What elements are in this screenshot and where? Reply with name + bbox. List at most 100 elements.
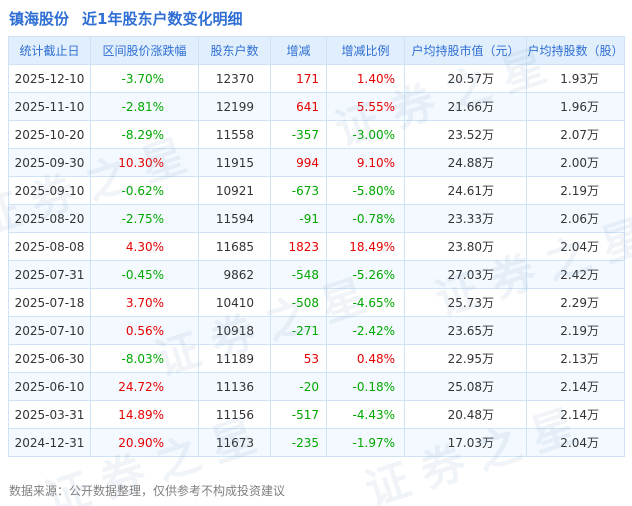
cell-date: 2025-11-10 <box>8 92 91 121</box>
cell-delta_pct: 0.48% <box>326 344 405 373</box>
column-header-avg_market_value: 户均持股市值（元） <box>404 36 527 65</box>
table-row: 2025-07-18 3.70% 10410 -508 -4.65% 25.73万 2.29… <box>8 288 625 317</box>
cell-avg_market_value: 23.80万 <box>404 232 527 261</box>
cell-delta: -91 <box>270 204 327 233</box>
cell-holders: 11558 <box>198 120 271 149</box>
cell-date: 2024-12-31 <box>8 428 91 457</box>
cell-avg_shares: 2.14万 <box>526 372 625 401</box>
cell-avg_market_value: 24.61万 <box>404 176 527 205</box>
cell-date: 2025-06-10 <box>8 372 91 401</box>
cell-avg_market_value: 20.48万 <box>404 400 527 429</box>
table-row: 2025-07-10 0.56% 10918 -271 -2.42% 23.65万 2.19… <box>8 316 625 345</box>
cell-delta: -271 <box>270 316 327 345</box>
cell-range_change: -0.45% <box>90 260 199 289</box>
cell-delta_pct: -5.26% <box>326 260 405 289</box>
cell-avg_shares: 2.42万 <box>526 260 625 289</box>
table-row: 2025-10-20 -8.29% 11558 -357 -3.00% 23.52万 2.0… <box>8 120 625 149</box>
cell-holders: 11685 <box>198 232 271 261</box>
cell-holders: 10921 <box>198 176 271 205</box>
table-header-row: 统计截止日 区间股价涨跌幅 股东户数 增减 增减比例 户均持股市值（元） 户均持股数（股） <box>8 36 625 65</box>
cell-avg_market_value: 20.57万 <box>404 64 527 93</box>
cell-holders: 12199 <box>198 92 271 121</box>
table-row: 2025-09-10 -0.62% 10921 -673 -5.80% 24.61万 2.1… <box>8 176 625 205</box>
cell-holders: 10410 <box>198 288 271 317</box>
cell-holders: 11189 <box>198 344 271 373</box>
cell-avg_shares: 2.29万 <box>526 288 625 317</box>
table-row: 2025-09-30 10.30% 11915 994 9.10% 24.88万 2.00万 <box>8 148 625 177</box>
table-row: 2025-11-10 -2.81% 12199 641 5.55% 21.66万 1.96万 <box>8 92 625 121</box>
cell-holders: 11136 <box>198 372 271 401</box>
cell-delta: 171 <box>270 64 327 93</box>
cell-delta: -508 <box>270 288 327 317</box>
cell-holders: 11915 <box>198 148 271 177</box>
data-source-note: 数据来源：公开数据整理，仅供参考不构成投资建议 <box>9 484 286 498</box>
cell-holders: 10918 <box>198 316 271 345</box>
cell-date: 2025-12-10 <box>8 64 91 93</box>
cell-delta_pct: 5.55% <box>326 92 405 121</box>
cell-avg_shares: 2.13万 <box>526 344 625 373</box>
table-row: 2025-07-31 -0.45% 9862 -548 -5.26% 27.03万 2.42… <box>8 260 625 289</box>
cell-avg_shares: 2.07万 <box>526 120 625 149</box>
cell-avg_shares: 2.06万 <box>526 204 625 233</box>
cell-avg_market_value: 23.52万 <box>404 120 527 149</box>
cell-date: 2025-06-30 <box>8 344 91 373</box>
cell-avg_market_value: 24.88万 <box>404 148 527 177</box>
cell-delta: -517 <box>270 400 327 429</box>
cell-range_change: -2.81% <box>90 92 199 121</box>
cell-delta_pct: -5.80% <box>326 176 405 205</box>
cell-date: 2025-10-20 <box>8 120 91 149</box>
cell-date: 2025-03-31 <box>8 400 91 429</box>
cell-avg_market_value: 21.66万 <box>404 92 527 121</box>
cell-range_change: 4.30% <box>90 232 199 261</box>
table-row: 2024-12-31 20.90% 11673 -235 -1.97% 17.03万 2.0… <box>8 428 625 457</box>
stock-name: 镇海股份 <box>9 10 70 28</box>
table-row: 2025-08-08 4.30% 11685 1823 18.49% 23.80万 2.04… <box>8 232 625 261</box>
cell-range_change: 3.70% <box>90 288 199 317</box>
cell-avg_market_value: 27.03万 <box>404 260 527 289</box>
cell-avg_market_value: 22.95万 <box>404 344 527 373</box>
cell-delta: -548 <box>270 260 327 289</box>
column-header-delta_pct: 增减比例 <box>326 36 405 65</box>
cell-date: 2025-07-10 <box>8 316 91 345</box>
cell-avg_market_value: 25.73万 <box>404 288 527 317</box>
column-header-delta: 增减 <box>270 36 327 65</box>
cell-date: 2025-07-31 <box>8 260 91 289</box>
table-row: 2025-06-10 24.72% 11136 -20 -0.18% 25.08万 2.14… <box>8 372 625 401</box>
cell-range_change: -3.70% <box>90 64 199 93</box>
cell-holders: 9862 <box>198 260 271 289</box>
page-title: 镇海股份 近1年股东户数变化明细 <box>0 0 632 36</box>
cell-avg_shares: 2.14万 <box>526 400 625 429</box>
cell-avg_shares: 2.19万 <box>526 176 625 205</box>
column-header-date: 统计截止日 <box>8 36 91 65</box>
cell-delta: -20 <box>270 372 327 401</box>
cell-range_change: -0.62% <box>90 176 199 205</box>
cell-delta: -235 <box>270 428 327 457</box>
cell-avg_shares: 2.04万 <box>526 428 625 457</box>
cell-delta_pct: -4.65% <box>326 288 405 317</box>
cell-range_change: -8.03% <box>90 344 199 373</box>
cell-delta: -673 <box>270 176 327 205</box>
cell-avg_market_value: 17.03万 <box>404 428 527 457</box>
cell-delta: 53 <box>270 344 327 373</box>
table-row: 2025-08-20 -2.75% 11594 -91 -0.78% 23.33万 2.06… <box>8 204 625 233</box>
cell-delta_pct: -0.18% <box>326 372 405 401</box>
cell-holders: 11594 <box>198 204 271 233</box>
table-row: 2025-03-31 14.89% 11156 -517 -4.43% 20.48万 2.1… <box>8 400 625 429</box>
table-head: 统计截止日 区间股价涨跌幅 股东户数 增减 增减比例 户均持股市值（元） 户均持股数（股） <box>8 36 625 65</box>
cell-delta_pct: 18.49% <box>326 232 405 261</box>
cell-range_change: -8.29% <box>90 120 199 149</box>
cell-delta_pct: -3.00% <box>326 120 405 149</box>
table-row: 2025-06-30 -8.03% 11189 53 0.48% 22.95万 2.13万 <box>8 344 625 373</box>
cell-delta: 994 <box>270 148 327 177</box>
cell-delta: -357 <box>270 120 327 149</box>
cell-avg_shares: 1.93万 <box>526 64 625 93</box>
report-title: 近1年股东户数变化明细 <box>82 10 243 28</box>
cell-range_change: 0.56% <box>90 316 199 345</box>
cell-holders: 12370 <box>198 64 271 93</box>
cell-avg_shares: 1.96万 <box>526 92 625 121</box>
cell-date: 2025-08-08 <box>8 232 91 261</box>
cell-avg_shares: 2.00万 <box>526 148 625 177</box>
column-header-range_change: 区间股价涨跌幅 <box>90 36 199 65</box>
table-body: 2025-12-10 -3.70% 12370 171 1.40% 20.57万 1.93万… <box>8 64 625 457</box>
cell-avg_market_value: 23.33万 <box>404 204 527 233</box>
